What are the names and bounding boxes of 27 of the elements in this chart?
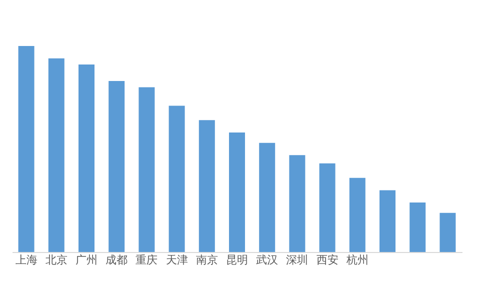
x-tick-label: 武汉 xyxy=(256,254,278,266)
bar xyxy=(259,142,276,252)
x-tick-label: 杭州 xyxy=(345,254,368,266)
bar xyxy=(380,190,396,252)
x-tick-label: 上海 xyxy=(15,254,38,266)
x-tick-label: 西安 xyxy=(316,254,338,266)
bar xyxy=(410,202,426,252)
bar xyxy=(440,212,456,252)
bar xyxy=(349,178,366,252)
bar xyxy=(289,155,306,252)
x-tick-label: 天津 xyxy=(166,254,188,266)
bar xyxy=(229,132,245,252)
bar xyxy=(78,64,94,252)
x-tick-label: 北京 xyxy=(45,254,68,266)
bar xyxy=(108,81,125,252)
x-tick-label: 重庆 xyxy=(136,254,158,266)
bar xyxy=(138,87,155,252)
x-tick-label: 深圳 xyxy=(286,254,308,266)
x-tick-label: 南京 xyxy=(196,254,218,266)
x-tick-label: 成都 xyxy=(106,254,128,266)
bar xyxy=(168,106,185,252)
x-tick-label: 广州 xyxy=(76,254,98,266)
x-tick-label: 昆明 xyxy=(226,254,248,266)
bar xyxy=(198,120,215,252)
bar xyxy=(18,46,34,252)
bar xyxy=(48,58,64,252)
bar xyxy=(319,163,336,252)
